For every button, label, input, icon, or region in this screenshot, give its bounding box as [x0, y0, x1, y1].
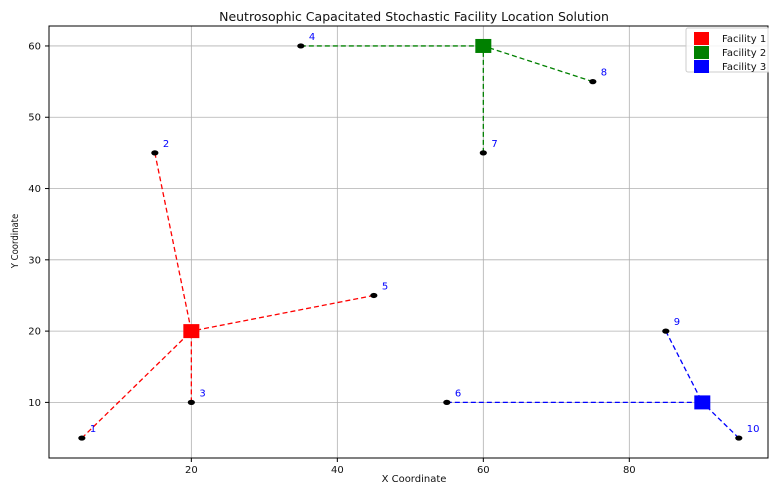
chart-title: Neutrosophic Capacitated Stochastic Faci…	[219, 9, 609, 24]
customer-point-3	[187, 399, 195, 405]
assignment-line-2	[154, 152, 192, 332]
customer-point-5	[370, 292, 378, 299]
y-tick-label: 20	[28, 327, 41, 338]
facility-marker-2	[475, 38, 492, 53]
x-tick-label: 60	[477, 465, 490, 476]
customer-point-4	[297, 43, 305, 49]
legend-swatch-2	[694, 46, 709, 59]
x-tick-label: 40	[331, 465, 344, 476]
facility-marker-3	[694, 395, 711, 410]
y-axis-label: Y Coordinate	[9, 214, 21, 270]
customer-points: 1 2 3 4 5 6 7 8 9 10	[78, 32, 760, 441]
assignment-line-8	[483, 45, 594, 83]
customer-label-10: 10	[747, 424, 760, 435]
customer-label-5: 5	[382, 281, 388, 292]
assignment-line-1	[81, 330, 192, 439]
x-axis-label: X Coordinate	[382, 474, 447, 483]
x-tick-label: 20	[185, 465, 198, 476]
legend-label-2: Facility 2	[722, 48, 766, 59]
customer-label-4: 4	[309, 32, 315, 43]
y-tick-label: 30	[28, 255, 41, 266]
legend-label-3: Facility 3	[722, 62, 766, 73]
customer-point-10	[735, 435, 743, 441]
customer-point-2	[151, 150, 159, 156]
axis-ticks: 20 40 60 80 10 20 30 40 50 60	[28, 41, 635, 476]
grid-lines	[49, 26, 768, 458]
customer-point-9	[662, 328, 670, 334]
y-tick-label: 50	[28, 113, 41, 124]
customer-label-2: 2	[163, 139, 169, 150]
customer-label-6: 6	[455, 388, 461, 399]
customer-label-8: 8	[601, 68, 607, 79]
facility-marker-1	[183, 324, 200, 339]
assignment-line-5	[191, 294, 374, 332]
customer-point-8	[589, 79, 597, 85]
customer-label-9: 9	[674, 317, 680, 328]
customer-point-7	[479, 150, 487, 156]
legend: Facility 1 Facility 2 Facility 3	[685, 27, 769, 73]
plot-frame	[48, 25, 769, 459]
customer-point-6	[443, 399, 451, 405]
legend-swatch-1	[694, 32, 709, 45]
x-tick-label: 80	[623, 465, 636, 476]
customer-label-3: 3	[199, 388, 205, 399]
legend-label-1: Facility 1	[722, 34, 766, 45]
legend-swatch-3	[694, 60, 709, 73]
facility-markers	[183, 38, 711, 410]
assignment-lines	[81, 45, 740, 439]
assignment-line-9	[665, 330, 703, 403]
y-tick-label: 60	[28, 41, 41, 52]
y-tick-label: 10	[28, 398, 41, 409]
y-tick-label: 40	[28, 184, 41, 195]
customer-label-7: 7	[491, 139, 497, 150]
customer-point-1	[78, 435, 86, 441]
customer-label-1: 1	[90, 424, 96, 435]
